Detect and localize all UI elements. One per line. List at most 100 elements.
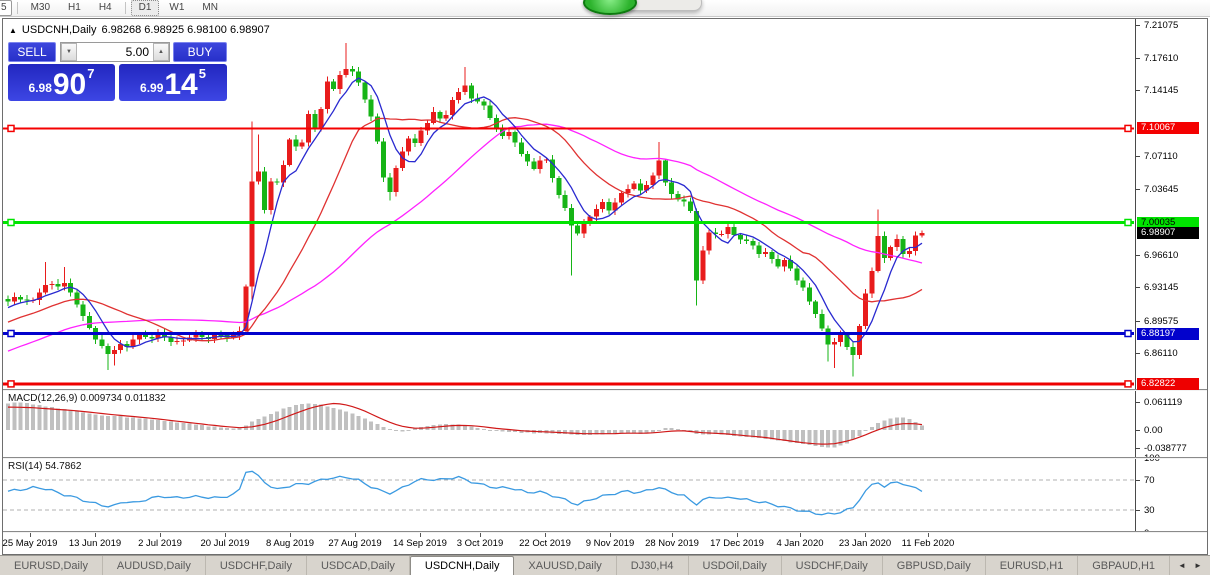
macd-histogram-bar [281, 408, 286, 430]
candle-body [600, 202, 606, 210]
price-tick-label: 7.17610 [1144, 53, 1179, 64]
level-line-handle [7, 124, 15, 133]
macd-histogram-bar [31, 404, 36, 430]
macd-histogram-bar [882, 420, 887, 430]
macd-histogram-bar [625, 430, 630, 434]
axis-tick-mark [1136, 90, 1140, 91]
buy-button[interactable]: BUY [173, 42, 227, 62]
timeframe-button-m30[interactable]: M30 [30, 2, 51, 13]
candle-body [631, 183, 637, 190]
toolbar-button-partial[interactable]: 5 [0, 0, 12, 16]
chart-tab-gbpusd-daily[interactable]: GBPUSD,Daily [883, 556, 986, 575]
level-line-handle [1124, 329, 1132, 338]
macd-histogram-bar [832, 430, 837, 448]
macd-histogram-bar [644, 430, 649, 434]
timeframe-button-d1[interactable]: D1 [130, 0, 160, 16]
macd-histogram-bar [788, 430, 793, 443]
macd-histogram-bar [400, 430, 405, 432]
candle-body [731, 227, 737, 235]
macd-histogram-bar [657, 429, 662, 431]
panel-divider[interactable] [3, 389, 1207, 391]
candle-body [656, 160, 662, 176]
candle-body [737, 234, 743, 240]
macd-histogram-bar [650, 430, 655, 433]
buy-price-sup: 5 [198, 66, 206, 81]
macd-histogram-bar [588, 430, 593, 435]
chart-tab-usdcad-daily[interactable]: USDCAD,Daily [307, 556, 410, 575]
buy-price-button[interactable]: 6.99 14 5 [119, 64, 227, 101]
tab-scroll-left-icon[interactable]: ◄ [1178, 561, 1186, 570]
price-tick-label: 7.14145 [1144, 85, 1179, 96]
macd-histogram-bar [851, 430, 856, 440]
macd-histogram-bar [794, 430, 799, 443]
tab-scroll-right-icon[interactable]: ► [1194, 561, 1202, 570]
volume-increase-button[interactable]: ▲ [153, 43, 169, 61]
chart-tab-eurusd-daily[interactable]: EURUSD,Daily [0, 556, 103, 575]
chart-tab-gbpaud-h1[interactable]: GBPAUD,H1 [1078, 556, 1170, 575]
candle-body [644, 184, 650, 191]
chart-tab-dj30-h4[interactable]: DJ30,H4 [617, 556, 689, 575]
timeframe-button-mn[interactable]: MN [202, 2, 218, 13]
candle-body [863, 293, 869, 327]
chart-tab-eurusd-h1[interactable]: EURUSD,H1 [986, 556, 1079, 575]
candle-body [462, 85, 468, 92]
macd-histogram-bar [256, 418, 261, 430]
timeframe-button-h1[interactable]: H1 [68, 2, 81, 13]
macd-histogram-bar [118, 416, 123, 430]
date-tick-mark [420, 533, 421, 537]
macd-histogram-bar [663, 427, 668, 430]
chart-tab-usdchf-daily[interactable]: USDCHF,Daily [782, 556, 883, 575]
collapse-arrow-icon[interactable]: ▲ [9, 25, 17, 35]
candle-body [136, 335, 142, 340]
candle-body [888, 247, 894, 259]
volume-input[interactable]: 5.00 [125, 45, 149, 59]
candle-body [243, 286, 249, 331]
candle-body [531, 161, 537, 169]
main-chart-area [3, 42, 1134, 388]
macd-scale-label: -0.038777 [1144, 443, 1187, 454]
chart-tab-usdchf-daily[interactable]: USDCHF,Daily [206, 556, 307, 575]
candle-body [86, 316, 92, 329]
macd-histogram-bar [481, 428, 486, 430]
candle-body [255, 171, 261, 182]
candle-body [381, 141, 387, 178]
macd-histogram-bar [56, 408, 61, 430]
date-tick-label: 13 Jun 2019 [68, 538, 122, 549]
macd-histogram-bar [494, 430, 499, 432]
macd-histogram-bar [43, 406, 48, 430]
macd-histogram-bar [594, 430, 599, 435]
candle-body [625, 189, 631, 193]
macd-histogram-bar [669, 428, 674, 430]
price-badge: 6.98907 [1137, 227, 1199, 239]
axis-tick-mark [1136, 25, 1140, 26]
ohlc-values: 6.98268 6.98925 6.98100 6.98907 [101, 24, 270, 36]
chart-tab-audusd-daily[interactable]: AUDUSD,Daily [103, 556, 206, 575]
chart-window: ▲ USDCNH,Daily 6.98268 6.98925 6.98100 6… [2, 18, 1208, 555]
candle-body [24, 299, 30, 301]
sell-button[interactable]: SELL [8, 42, 56, 62]
chart-tab-usdcnh-daily[interactable]: USDCNH,Daily [409, 556, 515, 575]
candle-body [769, 252, 775, 260]
timeframe-button-w1[interactable]: W1 [169, 2, 185, 13]
candle-body [606, 202, 612, 211]
chart-tab-usdoil-daily[interactable]: USDOil,Daily [689, 556, 782, 575]
panel-divider[interactable] [3, 457, 1207, 459]
candle-body [481, 101, 487, 106]
macd-histogram-bar [606, 430, 611, 434]
macd-histogram-bar [819, 430, 824, 447]
axis-tick-mark [1136, 58, 1140, 59]
candle-body [324, 81, 330, 110]
level-line-handle [7, 329, 15, 338]
sell-price-button[interactable]: 6.98 90 7 [8, 64, 115, 101]
volume-decrease-button[interactable]: ▼ [61, 43, 77, 61]
date-tick-label: 23 Jan 2020 [838, 538, 892, 549]
macd-histogram-bar [600, 430, 605, 435]
macd-histogram-bar [563, 430, 568, 435]
chart-canvas[interactable] [3, 19, 1207, 554]
date-tick-label: 28 Nov 2019 [645, 538, 699, 549]
chart-tab-xauusd-daily[interactable]: XAUUSD,Daily [514, 556, 617, 575]
candle-body [299, 142, 305, 147]
candle-body [356, 71, 362, 83]
candle-body [249, 181, 255, 287]
timeframe-button-h4[interactable]: H4 [98, 2, 112, 13]
